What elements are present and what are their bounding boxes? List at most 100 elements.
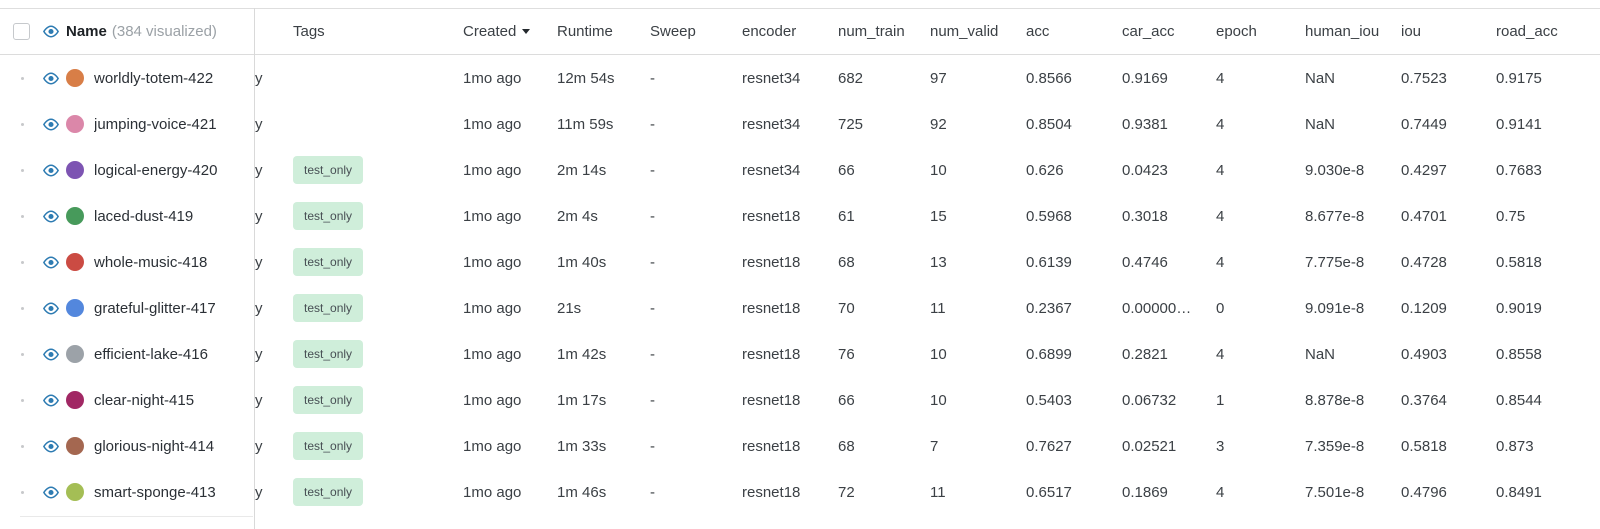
epoch-cell: 3 [1216, 437, 1225, 455]
num-valid-cell: 10 [930, 345, 947, 363]
table-row[interactable]: clear-night-415 y test_only 1mo ago 1m 1… [0, 377, 1600, 423]
car-acc-cell: 0.1869 [1122, 483, 1168, 501]
epoch-cell: 1 [1216, 391, 1225, 409]
tags-cell: test_only [293, 478, 463, 506]
run-name-link[interactable]: grateful-glitter-417 [94, 299, 216, 317]
drag-handle-dot [21, 398, 24, 402]
sweep-cell: - [650, 253, 655, 271]
iou-column-header[interactable]: iou [1401, 23, 1422, 40]
num-valid-cell: 10 [930, 391, 947, 409]
car-acc-column-header[interactable]: car_acc [1122, 23, 1175, 40]
run-name-link[interactable]: whole-music-418 [94, 253, 208, 271]
epoch-cell: 4 [1216, 253, 1225, 271]
run-name-link[interactable]: laced-dust-419 [94, 207, 194, 225]
drag-handle-dot [21, 214, 24, 218]
created-column-header[interactable]: Created [463, 23, 557, 40]
visibility-eye-icon[interactable] [42, 117, 60, 131]
sweep-column-header[interactable]: Sweep [650, 23, 696, 40]
visibility-eye-icon[interactable] [42, 393, 60, 407]
road-acc-column-header[interactable]: road_acc [1496, 23, 1558, 40]
runtime-column-header[interactable]: Runtime [557, 23, 613, 40]
acc-cell: 0.5968 [1026, 207, 1072, 225]
visibility-eye-icon[interactable] [42, 163, 60, 177]
acc-cell: 0.7627 [1026, 437, 1072, 455]
num-train-cell: 68 [838, 253, 855, 271]
table-row[interactable]: glorious-night-414 y test_only 1mo ago 1… [0, 423, 1600, 469]
table-header-row: Name (384 visualized) Tags Created Runti… [0, 8, 1600, 55]
run-name-link[interactable]: glorious-night-414 [94, 437, 215, 455]
tag-pill: test_only [293, 202, 364, 230]
encoder-cell: resnet34 [742, 69, 801, 87]
run-color-dot [66, 483, 84, 501]
iou-cell: 0.5818 [1401, 437, 1447, 455]
encoder-column-header[interactable]: encoder [742, 23, 797, 40]
run-name-cell: efficient-lake-416 [0, 345, 255, 363]
run-name-link[interactable]: logical-energy-420 [94, 161, 218, 179]
created-cell: 1mo ago [463, 483, 522, 501]
table-row[interactable]: jumping-voice-421 y 1mo ago 11m 59s - re… [0, 101, 1600, 147]
epoch-column-header[interactable]: epoch [1216, 23, 1257, 40]
acc-column-header[interactable]: acc [1026, 23, 1050, 40]
acc-cell: 0.6139 [1026, 253, 1072, 271]
run-name-link[interactable]: worldly-totem-422 [94, 69, 214, 87]
iou-cell: 0.4297 [1401, 161, 1447, 179]
runtime-cell: 11m 59s [557, 115, 614, 133]
run-color-dot [66, 161, 84, 179]
run-name-link[interactable]: jumping-voice-421 [94, 115, 217, 133]
encoder-cell: resnet18 [742, 207, 801, 225]
epoch-cell: 4 [1216, 345, 1225, 363]
run-name-link[interactable]: clear-night-415 [94, 391, 195, 409]
encoder-cell: resnet18 [742, 345, 801, 363]
num-train-cell: 61 [838, 207, 855, 225]
encoder-cell: resnet18 [742, 391, 801, 409]
run-name-cell: glorious-night-414 [0, 437, 255, 455]
tags-cell: test_only [293, 386, 463, 414]
table-row[interactable]: logical-energy-420 y test_only 1mo ago 2… [0, 147, 1600, 193]
tags-cell: test_only [293, 294, 463, 322]
table-row[interactable]: grateful-glitter-417 y test_only 1mo ago… [0, 285, 1600, 331]
visibility-all-eye-icon[interactable] [42, 25, 60, 39]
created-cell: 1mo ago [463, 115, 522, 133]
drag-handle-dot [21, 490, 24, 494]
encoder-cell: resnet18 [742, 299, 801, 317]
run-name-cell: worldly-totem-422 [0, 69, 255, 87]
encoder-cell: resnet18 [742, 483, 801, 501]
visibility-eye-icon[interactable] [42, 347, 60, 361]
acc-cell: 0.626 [1026, 161, 1064, 179]
run-name-cell: laced-dust-419 [0, 207, 255, 225]
table-row[interactable]: laced-dust-419 y test_only 1mo ago 2m 4s… [0, 193, 1600, 239]
row-handle-slot [13, 490, 42, 494]
select-all-checkbox[interactable] [13, 23, 30, 40]
runtime-cell: 21s [557, 299, 582, 317]
clipped-cell: y [255, 115, 263, 133]
num-train-cell: 76 [838, 345, 855, 363]
created-cell: 1mo ago [463, 345, 522, 363]
visibility-eye-icon[interactable] [42, 485, 60, 499]
table-row[interactable]: efficient-lake-416 y test_only 1mo ago 1… [0, 331, 1600, 377]
run-name-link[interactable]: efficient-lake-416 [94, 345, 208, 363]
name-column-header[interactable]: Name [66, 23, 107, 40]
visibility-eye-icon[interactable] [42, 301, 60, 315]
human-iou-cell: 9.091e-8 [1305, 299, 1365, 317]
visibility-eye-icon[interactable] [42, 71, 60, 85]
table-row[interactable]: worldly-totem-422 y 1mo ago 12m 54s - re… [0, 55, 1600, 101]
visibility-eye-icon[interactable] [42, 439, 60, 453]
run-name-cell: logical-energy-420 [0, 161, 255, 179]
visibility-eye-icon[interactable] [42, 255, 60, 269]
table-row[interactable]: whole-music-418 y test_only 1mo ago 1m 4… [0, 239, 1600, 285]
visibility-eye-icon[interactable] [42, 209, 60, 223]
tag-pill: test_only [293, 386, 364, 414]
table-row[interactable]: smart-sponge-413 y test_only 1mo ago 1m … [0, 469, 1600, 515]
tags-cell: test_only [293, 156, 463, 184]
run-name-cell: grateful-glitter-417 [0, 299, 255, 317]
num-train-column-header[interactable]: num_train [838, 23, 905, 40]
run-color-dot [66, 207, 84, 225]
num-valid-cell: 11 [930, 483, 946, 501]
run-name-link[interactable]: smart-sponge-413 [94, 483, 216, 501]
human-iou-column-header[interactable]: human_iou [1305, 23, 1380, 40]
sort-desc-icon [522, 29, 531, 34]
iou-cell: 0.4796 [1401, 483, 1447, 501]
tags-column-header[interactable]: Tags [293, 23, 325, 40]
num-valid-column-header[interactable]: num_valid [930, 23, 999, 40]
